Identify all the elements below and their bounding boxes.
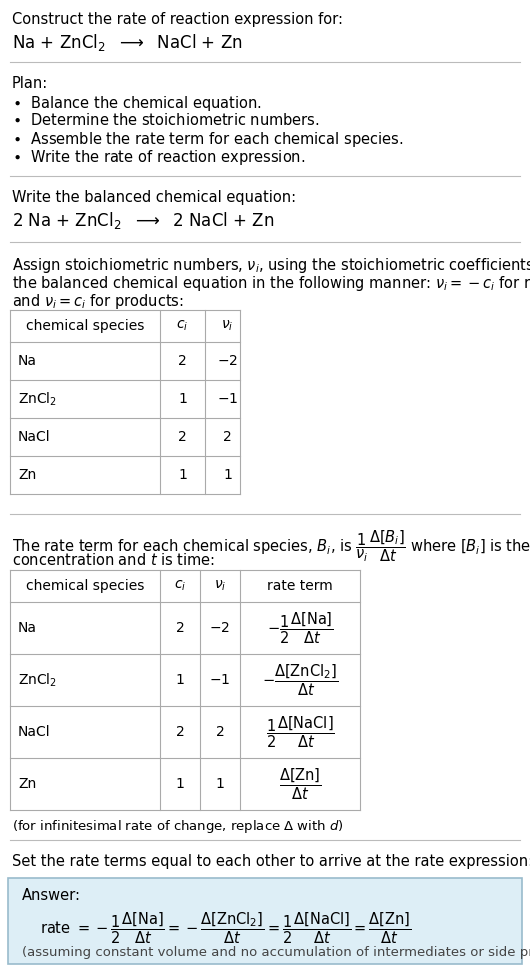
Text: $\dfrac{\Delta[\mathrm{Zn}]}{\Delta t}$: $\dfrac{\Delta[\mathrm{Zn}]}{\Delta t}$	[279, 766, 321, 802]
Text: $-2$: $-2$	[217, 354, 238, 368]
Text: 1: 1	[178, 468, 187, 482]
Text: The rate term for each chemical species, $B_i$, is $\dfrac{1}{\nu_i}\dfrac{\Delt: The rate term for each chemical species,…	[12, 528, 530, 564]
Text: NaCl: NaCl	[18, 725, 51, 739]
Text: Write the balanced chemical equation:: Write the balanced chemical equation:	[12, 190, 296, 205]
Text: $c_i$: $c_i$	[174, 578, 186, 593]
Text: Na: Na	[18, 621, 37, 635]
Text: 2: 2	[216, 725, 224, 739]
Text: the balanced chemical equation in the following manner: $\nu_i = -c_i$ for react: the balanced chemical equation in the fo…	[12, 274, 530, 293]
Text: 1: 1	[216, 777, 224, 791]
Text: (assuming constant volume and no accumulation of intermediates or side products): (assuming constant volume and no accumul…	[22, 946, 530, 959]
Text: 1: 1	[178, 392, 187, 406]
Text: 1: 1	[223, 468, 232, 482]
Text: $-1$: $-1$	[217, 392, 238, 406]
Text: ZnCl$_2$: ZnCl$_2$	[18, 672, 57, 689]
Text: $-\dfrac{1}{2}\dfrac{\Delta[\mathrm{Na}]}{\Delta t}$: $-\dfrac{1}{2}\dfrac{\Delta[\mathrm{Na}]…	[267, 610, 333, 645]
Text: $\nu_i$: $\nu_i$	[222, 319, 234, 333]
Text: 1: 1	[175, 673, 184, 687]
Text: chemical species: chemical species	[26, 319, 144, 333]
Text: (for infinitesimal rate of change, replace $\Delta$ with $d$): (for infinitesimal rate of change, repla…	[12, 818, 344, 835]
Text: rate term: rate term	[267, 579, 333, 593]
Text: 2 Na + ZnCl$_2$  $\longrightarrow$  2 NaCl + Zn: 2 Na + ZnCl$_2$ $\longrightarrow$ 2 NaCl…	[12, 210, 275, 231]
Text: Answer:: Answer:	[22, 888, 81, 903]
Text: $\dfrac{1}{2}\dfrac{\Delta[\mathrm{NaCl}]}{\Delta t}$: $\dfrac{1}{2}\dfrac{\Delta[\mathrm{NaCl}…	[266, 714, 334, 749]
Text: rate $= -\dfrac{1}{2}\dfrac{\Delta[\mathrm{Na}]}{\Delta t} = -\dfrac{\Delta[\mat: rate $= -\dfrac{1}{2}\dfrac{\Delta[\math…	[40, 910, 411, 946]
Text: Construct the rate of reaction expression for:: Construct the rate of reaction expressio…	[12, 12, 343, 27]
Text: $c_i$: $c_i$	[176, 319, 189, 333]
Text: $-2$: $-2$	[209, 621, 231, 635]
Text: ZnCl$_2$: ZnCl$_2$	[18, 391, 57, 407]
Text: concentration and $t$ is time:: concentration and $t$ is time:	[12, 552, 215, 568]
Text: 1: 1	[175, 777, 184, 791]
Text: $-\dfrac{\Delta[\mathrm{ZnCl_2}]}{\Delta t}$: $-\dfrac{\Delta[\mathrm{ZnCl_2}]}{\Delta…	[262, 662, 338, 698]
FancyBboxPatch shape	[8, 878, 522, 964]
Text: $\bullet$  Write the rate of reaction expression.: $\bullet$ Write the rate of reaction exp…	[12, 148, 305, 167]
Text: 2: 2	[223, 430, 232, 444]
Text: Na: Na	[18, 354, 37, 368]
Text: $\nu_i$: $\nu_i$	[214, 578, 226, 593]
Text: $-1$: $-1$	[209, 673, 231, 687]
Text: $\bullet$  Balance the chemical equation.: $\bullet$ Balance the chemical equation.	[12, 94, 262, 113]
Text: and $\nu_i = c_i$ for products:: and $\nu_i = c_i$ for products:	[12, 292, 184, 311]
Text: 2: 2	[178, 430, 187, 444]
Text: $\bullet$  Determine the stoichiometric numbers.: $\bullet$ Determine the stoichiometric n…	[12, 112, 320, 128]
Text: 2: 2	[175, 621, 184, 635]
Text: Assign stoichiometric numbers, $\nu_i$, using the stoichiometric coefficients, $: Assign stoichiometric numbers, $\nu_i$, …	[12, 256, 530, 275]
Text: 2: 2	[178, 354, 187, 368]
Text: Zn: Zn	[18, 468, 36, 482]
Text: Zn: Zn	[18, 777, 36, 791]
Text: chemical species: chemical species	[26, 579, 144, 593]
Text: 2: 2	[175, 725, 184, 739]
Text: Na + ZnCl$_2$  $\longrightarrow$  NaCl + Zn: Na + ZnCl$_2$ $\longrightarrow$ NaCl + Z…	[12, 32, 243, 53]
Text: NaCl: NaCl	[18, 430, 51, 444]
Text: Plan:: Plan:	[12, 76, 48, 91]
Text: Set the rate terms equal to each other to arrive at the rate expression:: Set the rate terms equal to each other t…	[12, 854, 530, 869]
Text: $\bullet$  Assemble the rate term for each chemical species.: $\bullet$ Assemble the rate term for eac…	[12, 130, 403, 149]
